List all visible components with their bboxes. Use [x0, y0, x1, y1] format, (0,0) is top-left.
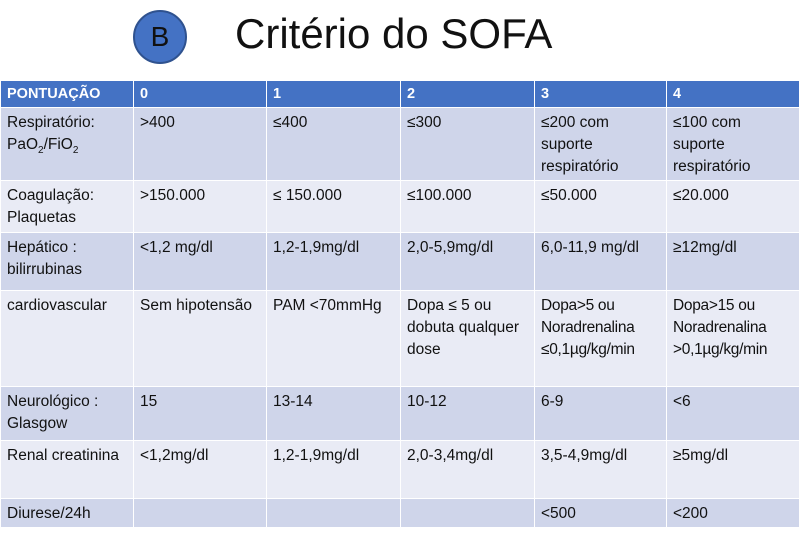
header-score-0: 0: [133, 80, 267, 108]
table-row-respiratorio: Respiratório: PaO2/FiO2 >400 ≤400 ≤300 ≤2…: [0, 107, 799, 181]
table-cell: <6: [666, 386, 799, 441]
table-cell: <200: [666, 498, 799, 528]
table-cell: 10-12: [400, 386, 535, 441]
row-label-renal: Renal creatinina: [0, 440, 134, 499]
header-score-4: 4: [666, 80, 799, 108]
header-score-1: 1: [266, 80, 401, 108]
header-row: PONTUAÇÃO 0 1 2 3 4: [0, 80, 799, 108]
row-label-coagulacao: Coagulação: Plaquetas: [0, 180, 134, 233]
table-cell: 6-9: [534, 386, 667, 441]
table-row-renal: Renal creatinina <1,2mg/dl 1,2-1,9mg/dl …: [0, 440, 799, 499]
table-row-cardiovascular: cardiovascular Sem hipotensão PAM <70mmH…: [0, 290, 799, 387]
formula-part: PaO: [7, 136, 39, 153]
formula-subscript: 2: [38, 145, 44, 157]
table-cell: ≤400: [266, 107, 401, 181]
table-cell: ≤100.000: [400, 180, 535, 233]
table-cell: Dopa>5 ou Noradrenalina ≤0,1µg/kg/min: [534, 290, 667, 387]
table-cell: 6,0-11,9 mg/dl: [534, 232, 667, 291]
row-label-respiratorio: Respiratório: PaO2/FiO2: [0, 107, 134, 181]
section-badge: B: [133, 10, 187, 64]
formula-part: /FiO: [43, 136, 73, 153]
sofa-table: PONTUAÇÃO 0 1 2 3 4 Respiratório: PaO2/Fi…: [0, 80, 799, 528]
table-cell: 1,2-1,9mg/dl: [266, 232, 401, 291]
table-cell: ≥12mg/dl: [666, 232, 799, 291]
table-cell: [266, 498, 401, 528]
table-cell: ≤300: [400, 107, 535, 181]
header-pontuacao: PONTUAÇÃO: [0, 80, 134, 108]
table-cell: 1,2-1,9mg/dl: [266, 440, 401, 499]
table-cell: [133, 498, 267, 528]
table-cell: 13-14: [266, 386, 401, 441]
table-cell: <1,2 mg/dl: [133, 232, 267, 291]
table-row-coagulacao: Coagulação: Plaquetas >150.000 ≤ 150.000…: [0, 180, 799, 233]
table-row-diurese: Diurese/24h <500 <200: [0, 498, 799, 528]
header-score-2: 2: [400, 80, 535, 108]
table-cell: Dopa>15 ou Noradrenalina >0,1µg/kg/min: [666, 290, 799, 387]
table-cell: ≤50.000: [534, 180, 667, 233]
formula-pao2-fio2: PaO2/FiO2: [7, 136, 79, 157]
row-label-cardiovascular: cardiovascular: [0, 290, 134, 387]
table-cell: ≤100 com suporte respiratório: [666, 107, 799, 181]
row-label-hepatico: Hepático : bilirrubinas: [0, 232, 134, 291]
table-cell: 3,5-4,9mg/dl: [534, 440, 667, 499]
table-cell: 2,0-5,9mg/dl: [400, 232, 535, 291]
table-cell: <500: [534, 498, 667, 528]
table-cell: [400, 498, 535, 528]
table-row-hepatico: Hepático : bilirrubinas <1,2 mg/dl 1,2-1…: [0, 232, 799, 291]
row-label-neurologico: Neurológico : Glasgow: [0, 386, 134, 441]
cell-line: Dopa>5 ou Noradrenalina ≤0,1µg/kg/min: [541, 297, 635, 358]
table-cell: Dopa ≤ 5 ou dobuta qualquer dose: [400, 290, 535, 387]
table-cell: <1,2mg/dl: [133, 440, 267, 499]
formula-subscript: 2: [72, 145, 79, 157]
table-cell: PAM <70mmHg: [266, 290, 401, 387]
table-cell: 2,0-3,4mg/dl: [400, 440, 535, 499]
table-cell: 15: [133, 386, 267, 441]
page-title: Critério do SOFA: [235, 10, 553, 57]
header-score-3: 3: [534, 80, 667, 108]
table-row-neurologico: Neurológico : Glasgow 15 13-14 10-12 6-9…: [0, 386, 799, 441]
table-cell: >150.000: [133, 180, 267, 233]
row-label-diurese: Diurese/24h: [0, 498, 134, 528]
table-cell: ≤20.000: [666, 180, 799, 233]
table-cell: ≤200 com suporte respiratório: [534, 107, 667, 181]
table-cell: ≤ 150.000: [266, 180, 401, 233]
table-cell: Sem hipotensão: [133, 290, 267, 387]
row-label-text: Respiratório:: [7, 114, 95, 131]
slide-header: B Critério do SOFA: [0, 0, 799, 80]
table-cell: >400: [133, 107, 267, 181]
table-cell: ≥5mg/dl: [666, 440, 799, 499]
cell-line: Dopa>15 ou Noradrenalina >0,1µg/kg/min: [673, 297, 768, 358]
